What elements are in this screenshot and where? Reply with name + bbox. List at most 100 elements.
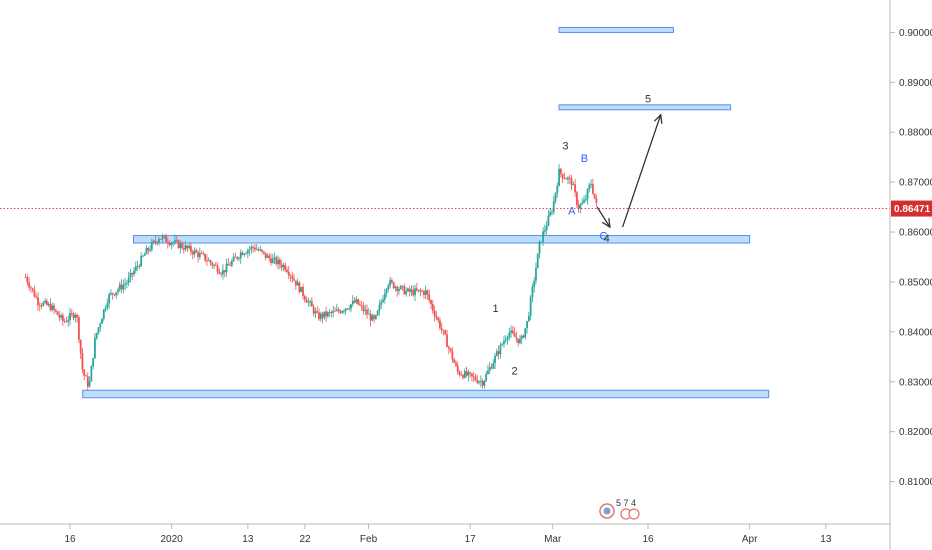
- candle-body: [334, 310, 336, 312]
- candle-body: [172, 242, 175, 244]
- candle-body: [492, 363, 495, 369]
- footer-icon-3: [628, 508, 640, 520]
- candle-body: [332, 310, 335, 313]
- candle-body: [179, 243, 182, 249]
- candle-body: [572, 184, 575, 186]
- candle-body: [584, 199, 587, 201]
- candle-body: [431, 303, 434, 311]
- candle-body: [565, 178, 568, 180]
- candle-body: [209, 260, 212, 263]
- resistance-zone[interactable]: [133, 235, 751, 244]
- price-axis[interactable]: 0.90000 0.89000 0.88000 0.87000 0.86000 0.850…: [890, 28, 932, 488]
- candle-body: [531, 286, 534, 298]
- footer-icon-inner: [603, 507, 611, 515]
- candle-body: [369, 313, 372, 321]
- candle-body: [287, 271, 290, 276]
- candle-body: [524, 328, 527, 338]
- candle-body: [348, 308, 351, 310]
- price-tick-label: 0.90000: [899, 28, 932, 39]
- candle-body: [158, 239, 160, 243]
- candle-body: [472, 376, 475, 377]
- candle-body: [551, 212, 553, 213]
- candle-body: [182, 247, 185, 250]
- candle-body: [408, 288, 411, 292]
- candle-body: [543, 229, 546, 232]
- candle-body: [56, 311, 59, 316]
- candle-body: [102, 309, 105, 319]
- candle-body: [474, 376, 477, 381]
- time-axis[interactable]: 16 2020 13 22 Feb 17 Mar 16 Apr 13: [64, 524, 832, 545]
- candle-body: [110, 293, 112, 295]
- candle-body: [143, 254, 146, 256]
- candle-body: [243, 253, 246, 255]
- candle-body: [346, 308, 349, 310]
- projection-arrowhead-5: [653, 113, 663, 124]
- time-tick-label: 13: [820, 534, 832, 545]
- candle-body: [150, 242, 153, 250]
- candle-body: [149, 249, 151, 251]
- candle-body: [581, 202, 584, 205]
- candle-body: [403, 286, 406, 295]
- candle-body: [351, 300, 354, 305]
- candle-body: [374, 315, 377, 319]
- price-tick-label: 0.87000: [899, 178, 932, 189]
- candle-body: [595, 198, 598, 203]
- candle-body: [318, 312, 320, 320]
- wave-label: B: [581, 153, 588, 165]
- candle-body: [577, 204, 580, 209]
- candle-body: [439, 320, 441, 329]
- candle-body: [323, 311, 326, 318]
- candle-body: [321, 313, 324, 318]
- candle-body: [227, 263, 230, 266]
- candle-body: [360, 305, 363, 306]
- candle-body: [220, 273, 223, 275]
- candle-body: [211, 262, 214, 266]
- candle-body: [241, 252, 244, 255]
- candle-body: [499, 344, 502, 355]
- candle-body: [264, 252, 267, 258]
- candle-body: [504, 339, 507, 341]
- candle-body: [282, 264, 285, 268]
- candle-body: [216, 265, 219, 273]
- target-zone[interactable]: [558, 104, 732, 111]
- candle-body: [127, 277, 130, 283]
- candle-body: [554, 192, 557, 202]
- candle-body: [262, 251, 265, 253]
- candle-body: [213, 264, 215, 266]
- candle-body: [65, 321, 68, 323]
- candle-body: [545, 225, 548, 230]
- candle-body: [419, 289, 422, 292]
- support-zone[interactable]: [82, 389, 770, 399]
- candle-body: [355, 299, 358, 303]
- candle-body: [257, 249, 260, 251]
- candle-body: [83, 369, 86, 376]
- candle-body: [490, 367, 493, 369]
- candle-body: [451, 350, 454, 360]
- candle-body: [230, 261, 233, 266]
- candle-body: [506, 337, 509, 340]
- wave-label: 3: [562, 141, 568, 153]
- candle-body: [136, 266, 139, 267]
- candle-body: [202, 253, 205, 254]
- candle-body: [481, 380, 484, 386]
- candle-body: [113, 294, 116, 296]
- candle-body: [154, 240, 157, 242]
- candle-body: [415, 288, 418, 291]
- top-zone[interactable]: [558, 26, 674, 33]
- candle-body: [31, 288, 34, 290]
- footer-badge: 5 7 4: [599, 498, 640, 520]
- candle-body: [45, 300, 48, 305]
- wave-label: 2: [512, 365, 518, 377]
- candle-body: [559, 168, 562, 174]
- projection-leg-5: [621, 114, 662, 228]
- candle-body: [29, 287, 32, 289]
- candle-body: [433, 310, 436, 317]
- candle-body: [549, 212, 552, 216]
- candle-body: [79, 339, 82, 354]
- candle-body: [533, 280, 536, 287]
- candle-body: [309, 301, 311, 303]
- candle-body: [195, 250, 198, 253]
- candle-body: [271, 258, 274, 263]
